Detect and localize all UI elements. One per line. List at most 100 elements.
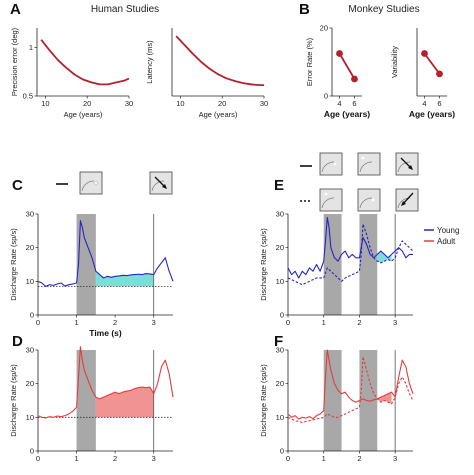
panel-letter-d: D	[12, 333, 23, 350]
stimulus-bar	[76, 214, 96, 315]
data-point	[436, 70, 443, 78]
difference-fill-area	[377, 392, 392, 404]
y-axis-label: Discharge Rate (sp/s)	[9, 364, 18, 437]
y-axis-label: Discharge Rate (sp/s)	[259, 228, 268, 301]
y-tick-label: 30	[276, 346, 284, 355]
panel-a-precision-error: A 10 20 30 1 0.5 Age (years) Precision error (d…	[10, 1, 133, 119]
x-tick-label: 1	[74, 318, 78, 327]
x-axis-label: Time (s)	[89, 328, 122, 338]
y-axis-label: Latency (ms)	[145, 40, 154, 84]
x-tick-label: 3	[393, 454, 397, 463]
y-tick-label: 1	[29, 43, 33, 52]
y-tick-label: 20	[276, 379, 284, 388]
x-tick-label: 10	[41, 99, 49, 108]
panel-letter-b: B	[299, 1, 310, 18]
x-tick-label: 0	[286, 454, 290, 463]
panel-letter-c: C	[12, 177, 23, 194]
series-line	[338, 53, 356, 80]
screen-cue-4-icon	[357, 188, 381, 212]
x-axis-label: Age (years)	[409, 109, 455, 119]
monkey-studies-title: Monkey Studies	[348, 4, 419, 15]
x-tick-label: 20	[218, 99, 226, 108]
series-line-young	[37, 220, 174, 287]
x-tick-label: 0	[36, 318, 40, 327]
panel-letter-f: F	[274, 333, 283, 350]
y-tick-label: 10	[276, 413, 284, 422]
panel-letter-a: A	[10, 1, 21, 18]
y-axis-label: Precision error (deg)	[10, 27, 19, 96]
data-point	[336, 50, 343, 57]
x-tick-label: 30	[260, 99, 268, 108]
task-schematic-c	[56, 171, 173, 195]
x-tick-label: 0	[286, 318, 290, 327]
y-axis-label: Error Rate (%)	[305, 37, 314, 86]
y-tick-label: 0	[324, 92, 328, 101]
y-tick-label: 30	[26, 210, 34, 219]
x-axis-label: Age (years)	[324, 109, 370, 119]
difference-fill-area	[377, 251, 392, 263]
series-line-young	[287, 216, 413, 279]
x-tick-label: 3	[393, 318, 397, 327]
screen-fixation-cue-icon	[79, 171, 103, 195]
x-tick-label: 4	[422, 99, 426, 108]
x-tick-label: 3	[152, 454, 156, 463]
screen-saccade-arrow-icon	[149, 171, 173, 195]
series-line	[40, 39, 130, 86]
difference-fill-area	[95, 271, 154, 287]
y-tick-label: 30	[26, 346, 34, 355]
panel-a-latency: 10 20 30 Age (years) Latency (ms)	[145, 28, 268, 119]
legend-young-label: Young	[437, 226, 459, 235]
x-tick-label: 4	[337, 99, 341, 108]
y-tick-label: 0	[280, 447, 284, 456]
screen-cue-3-icon	[319, 188, 343, 212]
x-tick-label: 2	[113, 318, 117, 327]
x-tick-label: 6	[352, 99, 356, 108]
y-tick-label: 30	[276, 210, 284, 219]
data-point	[421, 50, 428, 57]
x-tick-label: 2	[357, 454, 361, 463]
data-point	[351, 75, 358, 83]
x-axis-label: Age (years)	[199, 110, 238, 119]
x-tick-label: 3	[152, 318, 156, 327]
y-tick-label: 20	[26, 379, 34, 388]
x-axis-label: Age (years)	[64, 110, 103, 119]
y-tick-label: 10	[26, 413, 34, 422]
y-tick-label: 0	[280, 311, 284, 320]
x-tick-label: 10	[176, 99, 184, 108]
series-line-adult	[37, 346, 174, 419]
x-tick-label: 2	[113, 454, 117, 463]
stimulus-bar	[76, 350, 96, 451]
stimulus-bar	[323, 350, 342, 451]
y-tick-label: 0.5	[23, 92, 33, 101]
legend-adult-label: Adult	[437, 237, 456, 246]
human-studies-title: Human Studies	[91, 4, 159, 15]
x-tick-label: 6	[437, 99, 441, 108]
x-tick-label: 30	[125, 99, 133, 108]
x-tick-label: 0	[36, 454, 40, 463]
series-line-adult2	[287, 356, 414, 423]
legend: Young Adult	[424, 226, 459, 246]
y-tick-label: 10	[26, 277, 34, 286]
x-tick-label: 20	[83, 99, 91, 108]
y-tick-label: 20	[26, 243, 34, 252]
series-line-adult	[287, 349, 414, 420]
y-tick-label: 20	[276, 243, 284, 252]
x-tick-label: 1	[322, 318, 326, 327]
stimulus-bar	[323, 214, 342, 315]
panel-letter-e: E	[274, 177, 284, 194]
y-tick-label: 10	[276, 277, 284, 286]
series-line	[175, 35, 264, 87]
y-tick-label: 0	[30, 311, 34, 320]
series-line	[423, 52, 441, 75]
screen-cue-1-icon	[319, 152, 343, 176]
screen-arrow-1-icon	[395, 152, 419, 176]
y-tick-label: 20	[320, 24, 328, 33]
series-line-adult	[287, 223, 414, 286]
stimulus-bar	[359, 214, 378, 315]
x-tick-label: 2	[357, 318, 361, 327]
task-schematic-e	[300, 152, 419, 212]
